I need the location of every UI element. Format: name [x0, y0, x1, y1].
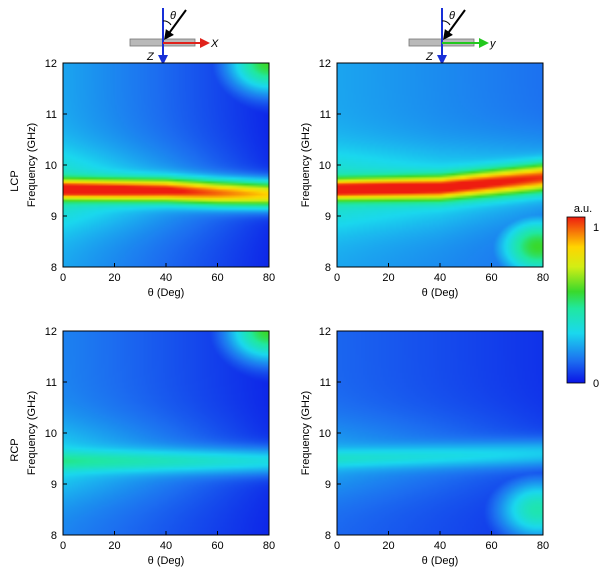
- y-tick-label: 8: [325, 530, 331, 542]
- colorbar-min-label: 0: [593, 378, 599, 390]
- x-tick-label: 60: [485, 540, 497, 552]
- x-tick-label: 40: [434, 540, 446, 552]
- angle-arc: [441, 20, 451, 26]
- in-plane-axis-label: y: [489, 38, 497, 50]
- y-tick-label: 9: [51, 211, 57, 223]
- y-tick-label: 9: [325, 479, 331, 491]
- x-tick-label: 0: [334, 272, 340, 284]
- y-tick-label: 9: [325, 211, 331, 223]
- heatmap-image: [337, 331, 543, 535]
- y-axis-label: Frequency (GHz): [26, 391, 38, 475]
- x-tick-label: 40: [160, 272, 172, 284]
- x-tick-label: 20: [108, 540, 120, 552]
- x-tick-label: 0: [60, 272, 66, 284]
- z-axis-label: Z: [146, 51, 155, 63]
- x-tick-label: 40: [434, 272, 446, 284]
- x-axis-label: θ (Deg): [422, 287, 459, 299]
- heatmap-image: [63, 63, 269, 267]
- y-axis-label: Frequency (GHz): [300, 123, 312, 207]
- x-tick-label: 60: [485, 272, 497, 284]
- y-tick-label: 11: [320, 377, 331, 389]
- colorbar-max-label: 1: [593, 222, 599, 234]
- y-tick-label: 12: [45, 326, 57, 338]
- heatmap-panel-bottom-right: 0 20 40 60 80 8 9 10 11 12 θ (Deg) Frequency (GHz): [300, 326, 549, 567]
- y-tick-label: 11: [46, 377, 57, 389]
- y-tick-label: 8: [325, 262, 331, 274]
- y-tick-label: 10: [319, 160, 331, 172]
- in-plane-axis-label: X: [210, 38, 219, 50]
- angle-label: θ: [449, 10, 455, 22]
- row-label-rcp: RCP: [9, 438, 21, 461]
- x-tick-label: 80: [263, 272, 275, 284]
- x-tick-label: 0: [334, 540, 340, 552]
- y-tick-label: 11: [320, 109, 331, 121]
- y-tick-label: 8: [51, 530, 57, 542]
- x-axis-label: θ (Deg): [148, 287, 185, 299]
- y-tick-label: 11: [46, 109, 57, 121]
- heatmap-image: [63, 331, 269, 535]
- y-tick-label: 10: [45, 428, 57, 440]
- heatmap-panel-top-left: 0 20 40 60 80 8 9 10 11 12 θ (Deg) Frequency (GHz): [26, 58, 275, 299]
- incident-wave-arrow: [164, 9, 187, 41]
- angle-label: θ: [170, 10, 176, 22]
- y-tick-label: 10: [45, 160, 57, 172]
- y-axis-label: Frequency (GHz): [300, 391, 312, 475]
- x-tick-label: 0: [60, 540, 66, 552]
- x-tick-label: 60: [211, 540, 223, 552]
- x-tick-label: 80: [537, 540, 549, 552]
- y-tick-label: 9: [51, 479, 57, 491]
- x-tick-label: 20: [382, 272, 394, 284]
- colorbar-gradient: [566, 216, 586, 384]
- heatmap-panel-bottom-left: 0 20 40 60 80 8 9 10 11 12 θ (Deg) Frequency (GHz): [26, 326, 275, 567]
- x-tick-label: 20: [382, 540, 394, 552]
- incident-wave-arrow: [443, 9, 466, 41]
- x-tick-label: 80: [537, 272, 549, 284]
- y-axis-label: Frequency (GHz): [26, 123, 38, 207]
- y-tick-label: 12: [319, 326, 331, 338]
- y-tick-label: 10: [319, 428, 331, 440]
- x-axis-label: θ (Deg): [148, 555, 185, 567]
- colorbar: a.u. 1 0: [566, 203, 599, 390]
- x-axis-label: θ (Deg): [422, 555, 459, 567]
- x-tick-label: 40: [160, 540, 172, 552]
- heatmap-panel-top-right: 0 20 40 60 80 8 9 10 11 12 θ (Deg) Frequency (GHz): [300, 58, 549, 299]
- x-tick-label: 80: [263, 540, 275, 552]
- y-tick-label: 12: [45, 58, 57, 70]
- heatmap-image: [337, 63, 543, 267]
- x-tick-label: 60: [211, 272, 223, 284]
- row-label-lcp: LCP: [9, 170, 21, 191]
- incidence-inset-left: θ Z X: [129, 8, 219, 65]
- x-tick-label: 20: [108, 272, 120, 284]
- y-tick-label: 12: [319, 58, 331, 70]
- colorbar-unit-label: a.u.: [574, 203, 592, 215]
- incidence-inset-right: θ Z y: [408, 8, 497, 65]
- angle-arc: [162, 20, 172, 26]
- z-axis-label: Z: [425, 51, 434, 63]
- y-tick-label: 8: [51, 262, 57, 274]
